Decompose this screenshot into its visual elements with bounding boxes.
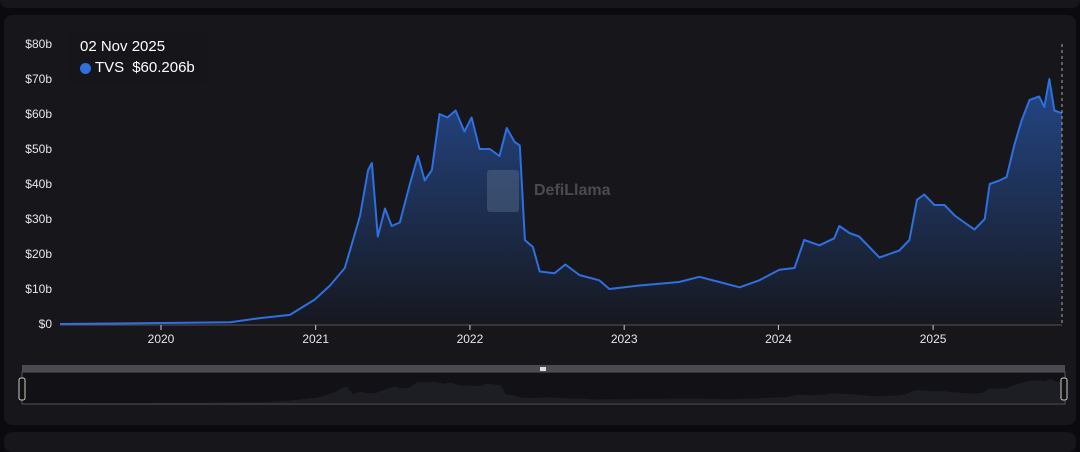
x-tick-label: 2025 <box>920 332 947 346</box>
y-tick-label: $0 <box>39 317 53 331</box>
watermark-text: DefiLlama <box>534 182 611 199</box>
y-tick-label: $60b <box>25 107 52 121</box>
y-tick-label: $10b <box>25 282 52 296</box>
slider-preview-area <box>23 378 1064 403</box>
y-tick-label: $80b <box>25 37 52 51</box>
tvs-chart[interactable]: $0 $10b $20b $30b $40b $50b $60b $70b $80b 2020 20… <box>0 0 1080 440</box>
x-tick-label: 2022 <box>457 332 484 346</box>
tooltip: 02 Nov 2025 TVS $60.206b <box>68 32 207 84</box>
y-tick-label: $20b <box>25 247 52 261</box>
y-tick-label: $70b <box>25 72 52 86</box>
x-tick-label: 2020 <box>148 332 175 346</box>
slider-right-handle[interactable] <box>1060 377 1068 401</box>
tooltip-series: TVS <box>95 59 125 76</box>
tvs-line <box>59 78 1063 325</box>
x-tick-label: 2021 <box>302 332 329 346</box>
tvs-area <box>60 79 1062 324</box>
range-slider[interactable] <box>18 365 1068 405</box>
x-tick-label: 2024 <box>765 332 792 346</box>
tooltip-date: 02 Nov 2025 <box>80 38 166 55</box>
x-tick-label: 2023 <box>611 332 638 346</box>
llama-logo-icon <box>487 170 519 212</box>
previous-card <box>0 0 1080 8</box>
defillama-watermark: DefiLlama <box>487 170 610 212</box>
series-dot-icon <box>80 62 91 74</box>
slider-drag-grip-icon[interactable] <box>540 367 546 371</box>
slider-left-handle[interactable] <box>18 377 26 401</box>
y-tick-label: $50b <box>25 142 52 156</box>
y-tick-label: $40b <box>25 177 52 191</box>
tooltip-value: $60.206b <box>132 59 195 76</box>
y-tick-label: $30b <box>25 212 52 226</box>
